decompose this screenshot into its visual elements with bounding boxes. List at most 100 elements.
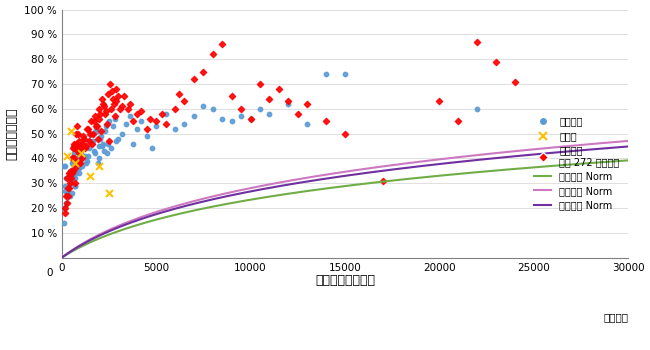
Point xyxy=(73,131,83,136)
Point xyxy=(66,190,77,196)
Point xyxy=(73,158,84,164)
Point xyxy=(70,143,81,149)
Point xyxy=(70,180,80,186)
Point xyxy=(321,71,332,77)
Point xyxy=(111,138,122,144)
Point xyxy=(66,128,76,134)
Point xyxy=(62,200,72,206)
Point xyxy=(66,180,76,186)
Point xyxy=(62,193,73,198)
Point xyxy=(73,166,84,171)
Point xyxy=(75,150,86,156)
Point xyxy=(105,106,116,112)
Point xyxy=(107,96,118,101)
Point xyxy=(491,59,501,64)
Point xyxy=(236,113,246,119)
Point xyxy=(61,193,72,198)
Point xyxy=(68,168,78,174)
Point xyxy=(86,131,96,136)
Point xyxy=(66,175,76,181)
X-axis label: 交通広告出稿金額: 交通広告出稿金額 xyxy=(315,274,375,287)
Point xyxy=(70,170,81,176)
Point xyxy=(104,138,114,144)
Point xyxy=(255,106,265,112)
Point xyxy=(88,138,98,144)
Point xyxy=(94,116,105,121)
Point xyxy=(68,161,78,166)
Point xyxy=(62,186,73,191)
Point xyxy=(255,81,265,87)
Point xyxy=(119,93,129,99)
Point xyxy=(125,101,135,107)
Point xyxy=(61,200,72,206)
Point xyxy=(472,39,482,44)
Point xyxy=(85,138,96,144)
Point xyxy=(96,133,107,139)
Point xyxy=(132,111,142,117)
Point xyxy=(63,193,73,198)
Point xyxy=(92,136,103,141)
Point xyxy=(94,163,105,169)
Point xyxy=(283,99,294,104)
Point xyxy=(113,93,124,99)
Point xyxy=(264,111,274,117)
Point xyxy=(217,42,228,47)
Point xyxy=(81,161,92,166)
Point xyxy=(68,173,79,178)
Point xyxy=(78,133,88,139)
Point xyxy=(70,175,81,181)
Point xyxy=(86,131,97,136)
Point xyxy=(102,150,112,156)
Point xyxy=(69,141,79,146)
Point xyxy=(66,178,76,183)
Point xyxy=(74,170,85,176)
Point xyxy=(103,141,113,146)
Point xyxy=(98,141,109,146)
Point xyxy=(69,143,79,149)
Point xyxy=(264,96,274,101)
Point xyxy=(142,133,152,139)
Point xyxy=(70,183,80,189)
Point xyxy=(111,86,121,92)
Point xyxy=(73,148,83,154)
Point xyxy=(170,106,180,112)
Point xyxy=(107,89,117,94)
Point xyxy=(60,183,70,189)
Point xyxy=(67,161,77,166)
Point xyxy=(198,69,209,75)
Point xyxy=(90,126,101,132)
Point xyxy=(179,99,190,104)
Point xyxy=(179,121,190,126)
Point xyxy=(76,141,86,146)
Point xyxy=(245,116,255,121)
Point xyxy=(96,111,106,117)
Point xyxy=(90,123,101,129)
Point xyxy=(132,126,142,132)
Point xyxy=(70,146,80,151)
Point xyxy=(90,113,100,119)
Point xyxy=(64,173,74,178)
Point xyxy=(117,131,127,136)
Point xyxy=(321,118,332,124)
Point xyxy=(88,148,99,154)
Point xyxy=(117,104,127,109)
Point xyxy=(62,153,73,159)
Point xyxy=(104,190,114,196)
Point xyxy=(434,99,445,104)
Point xyxy=(88,118,99,124)
Point xyxy=(125,113,135,119)
Point xyxy=(69,150,79,156)
Point xyxy=(77,146,88,151)
Point xyxy=(83,126,94,132)
Point xyxy=(302,121,313,126)
Point xyxy=(121,121,131,126)
Point xyxy=(63,188,73,194)
Point xyxy=(58,163,69,169)
Point xyxy=(472,106,482,112)
Point xyxy=(72,148,83,154)
Point xyxy=(97,143,107,149)
Point xyxy=(161,121,171,126)
Point xyxy=(74,138,85,144)
Point xyxy=(64,186,75,191)
Point xyxy=(69,163,79,169)
